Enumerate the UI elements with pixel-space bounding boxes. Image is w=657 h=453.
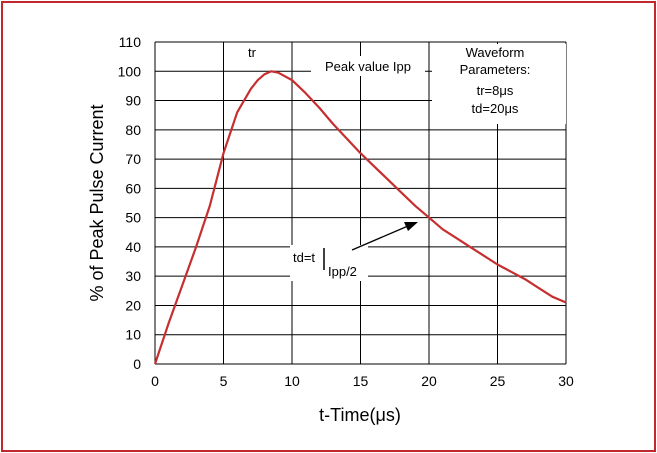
waveform-params-title-1: Waveform (466, 45, 525, 60)
td-label: td=t (293, 250, 315, 265)
tr-label: tr (248, 45, 257, 60)
waveform-params-tr: tr=8μs (477, 83, 514, 98)
td-arrowhead (404, 222, 418, 231)
peak-label: Peak value Ipp (325, 59, 411, 74)
y-tick-label: 20 (125, 297, 141, 313)
td-label-box (290, 245, 368, 281)
x-tick-label: 5 (220, 373, 228, 389)
y-tick-label: 0 (133, 356, 141, 372)
y-tick-label: 10 (125, 327, 141, 343)
series-line (153, 70, 567, 365)
x-tick-label: 10 (284, 373, 300, 389)
waveform-params-td: td=20μs (472, 101, 519, 116)
y-tick-label: 90 (125, 93, 141, 109)
waveform-params-box (432, 44, 566, 124)
td-label-subscript: Ipp/2 (328, 264, 357, 279)
y-axis-label: % of Peak Pulse Current (87, 104, 107, 301)
x-tick-label: 20 (421, 373, 437, 389)
x-tick-label: 30 (558, 373, 574, 389)
x-axis-ticks: 0 5 10 15 20 25 30 (151, 373, 574, 389)
y-tick-label: 40 (125, 239, 141, 255)
y-tick-label: 80 (125, 122, 141, 138)
waveform-params-title-2: Parameters: (460, 62, 531, 77)
y-tick-label: 100 (118, 63, 142, 79)
y-tick-label: 30 (125, 268, 141, 284)
x-tick-label: 25 (490, 373, 506, 389)
x-axis-label: t-Time(μs) (319, 405, 401, 425)
peak-label-box (311, 56, 425, 76)
y-axis-ticks: 0 10 20 30 40 50 60 70 80 90 100 110 (118, 34, 142, 372)
x-tick-label: 15 (353, 373, 369, 389)
x-tick-label: 0 (151, 373, 159, 389)
y-tick-label: 60 (125, 180, 141, 196)
plot-grid (154, 41, 567, 365)
td-arrow (351, 225, 409, 251)
y-tick-label: 70 (125, 151, 141, 167)
y-tick-label: 110 (119, 34, 142, 50)
y-tick-label: 50 (125, 210, 141, 226)
